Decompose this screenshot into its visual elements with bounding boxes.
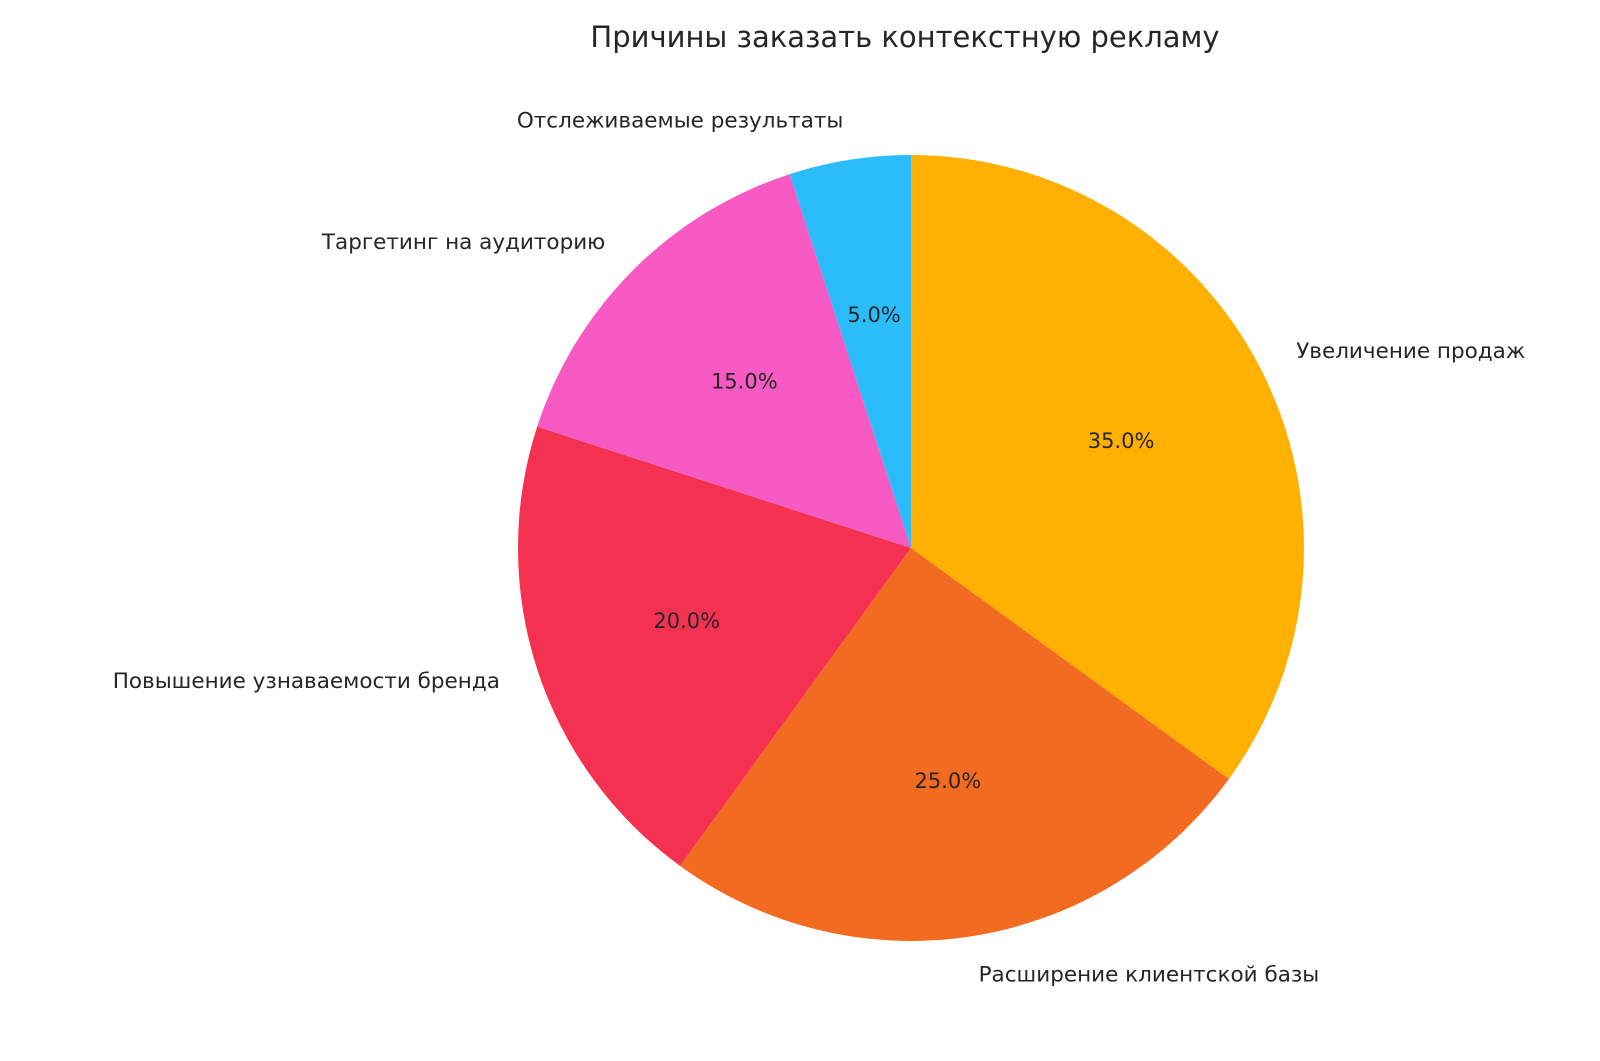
pie-slices-group — [517, 155, 1304, 941]
slice-label-2: Повышение узнаваемости бренда — [113, 669, 500, 694]
chart-title: Причины заказать контекстную рекламу — [590, 20, 1219, 54]
slice-label-0: Увеличение продаж — [1296, 339, 1525, 364]
pie-slice-1 — [680, 548, 1229, 941]
pct-label-4: 5.0% — [847, 303, 900, 327]
slice-label-4: Отслеживаемые результаты — [517, 109, 844, 134]
pct-label-3: 15.0% — [711, 369, 778, 393]
pct-label-0: 35.0% — [1088, 429, 1155, 453]
pie-labels-group: 35.0% Увеличение продаж 25.0% Расширение кл… — [113, 109, 1526, 988]
pie-slice-2 — [517, 426, 911, 866]
pie-slice-3 — [537, 174, 911, 548]
slice-label-3: Таргетинг на аудиторию — [321, 230, 605, 255]
slice-label-1: Расширение клиентской базы — [979, 963, 1320, 988]
pie-slice-0 — [911, 155, 1304, 779]
pie-slice-4 — [789, 155, 911, 548]
pct-label-1: 25.0% — [915, 769, 982, 793]
pct-label-2: 20.0% — [653, 609, 720, 633]
